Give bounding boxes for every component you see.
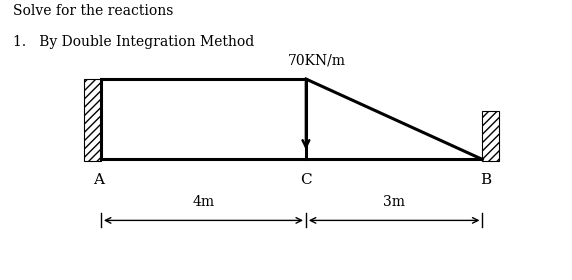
Text: 3m: 3m: [383, 195, 405, 209]
Bar: [84, 79, 101, 161]
Text: C: C: [300, 173, 312, 187]
Bar: [482, 111, 499, 161]
Text: A: A: [93, 173, 104, 187]
Text: 70KN/m: 70KN/m: [288, 54, 346, 68]
Text: 1.   By Double Integration Method: 1. By Double Integration Method: [13, 35, 254, 49]
Text: 4m: 4m: [192, 195, 214, 209]
Text: B: B: [480, 173, 491, 187]
Text: Solve for the reactions: Solve for the reactions: [13, 4, 173, 18]
